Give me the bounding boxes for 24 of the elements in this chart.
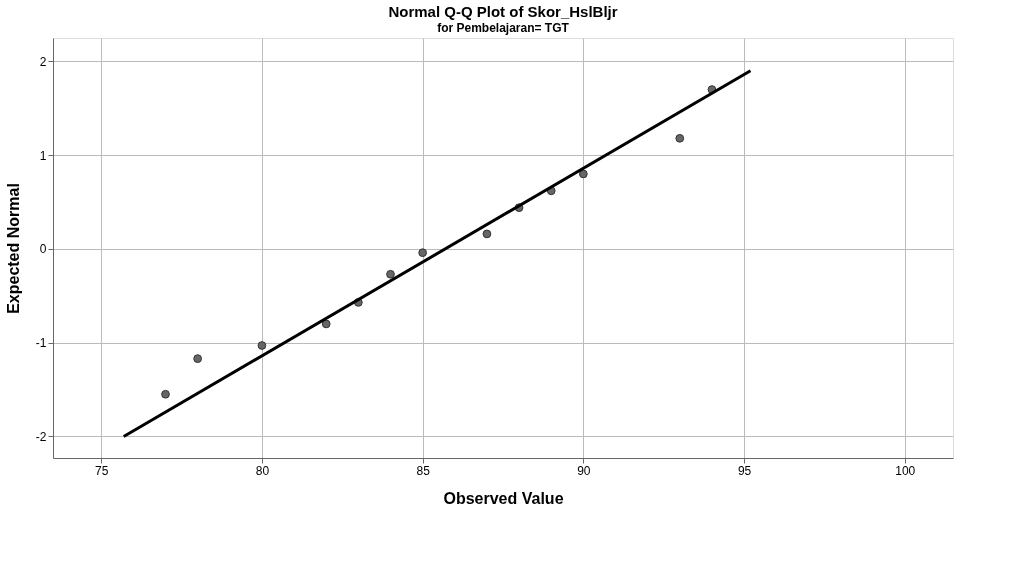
x-tick-label: 100: [895, 463, 916, 478]
point: [675, 133, 685, 143]
y-tick-label: -1: [35, 336, 47, 351]
x-tick-label: 90: [577, 463, 591, 478]
point: [321, 319, 331, 329]
x-tick-label: 75: [95, 463, 109, 478]
chart-subtitle: for Pembelajaran= TGT: [437, 21, 570, 35]
y-axis-title: Expected Normal: [4, 183, 22, 314]
point: [193, 354, 203, 363]
point: [386, 269, 395, 279]
point: [161, 389, 170, 399]
point: [418, 248, 428, 258]
point: [257, 341, 267, 350]
x-tick-label: 95: [737, 463, 752, 478]
x-axis-title: Observed Value: [443, 489, 564, 507]
x-tick-label: 80: [255, 463, 270, 478]
y-tick-label: 2: [39, 54, 47, 69]
y-tick-label: -2: [35, 429, 47, 444]
point: [578, 169, 588, 179]
chart-title: Normal Q-Q Plot of Skor_HslBljr: [388, 3, 618, 20]
x-tick-label: 85: [416, 463, 431, 478]
y-tick-label: 0: [39, 242, 47, 257]
point: [482, 229, 492, 239]
y-tick-label: 1: [39, 148, 47, 163]
